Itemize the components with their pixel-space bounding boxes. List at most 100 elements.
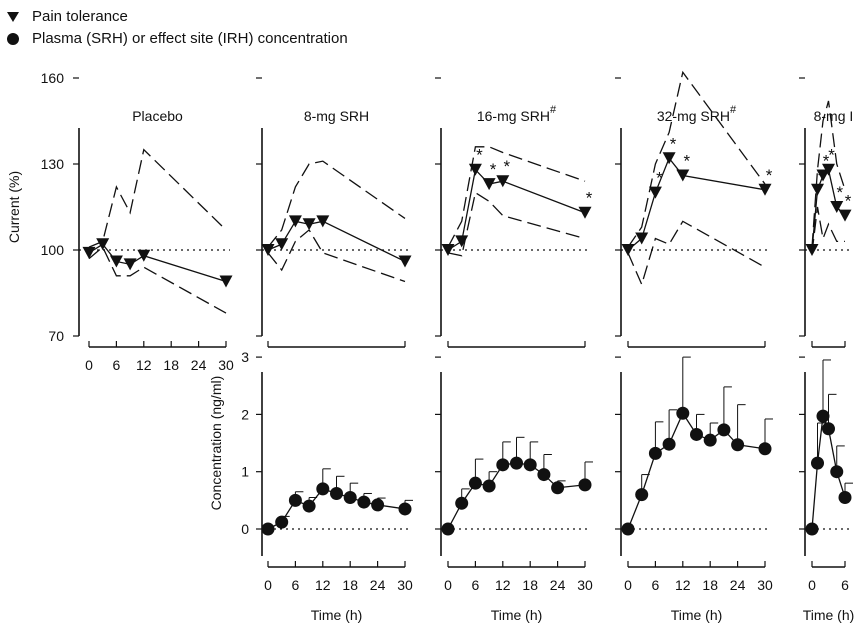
pain-tolerance-point	[82, 246, 96, 259]
pain-lower-bound-line	[811, 206, 845, 253]
concentration-point	[676, 406, 690, 420]
filled-circle-icon	[7, 33, 19, 45]
pain-lower-bound-line	[627, 220, 766, 287]
x-tick-label: 6	[113, 357, 121, 373]
x-tick-label: 6	[472, 577, 480, 593]
y-tick-label: 100	[41, 242, 65, 258]
legend-label-pain: Pain tolerance	[32, 8, 128, 25]
x-tick-label: 0	[85, 357, 93, 373]
panel-title-superscript: #	[730, 104, 737, 116]
x-tick-label: 12	[315, 577, 331, 593]
x-tick-label: 24	[191, 357, 207, 373]
pain-tolerance-point	[96, 238, 110, 251]
panel-title: 8-mg SRH	[304, 108, 369, 124]
concentration-point	[717, 423, 731, 437]
x-tick-label: 0	[624, 577, 632, 593]
concentration-point	[662, 437, 676, 451]
concentration-point	[537, 468, 551, 482]
concentration-point	[635, 488, 649, 502]
x-tick-label: 30	[397, 577, 413, 593]
concentration-point	[510, 456, 523, 470]
y-tick-label: 1	[241, 464, 249, 480]
panel-title: 8-mg IR	[814, 108, 854, 124]
x-axis-label: Time (h)	[671, 607, 723, 623]
significance-marker: *	[828, 146, 835, 165]
x-axis-label: Time (h)	[491, 607, 543, 623]
pain-tolerance-point	[109, 255, 123, 268]
pain-tolerance-point	[441, 244, 455, 256]
pain-tolerance-point	[496, 175, 510, 188]
x-axis-label: Time (h)	[311, 607, 363, 623]
concentration-point	[811, 456, 824, 470]
x-tick-label: 24	[370, 577, 386, 593]
pain-lower-bound-line	[447, 191, 586, 257]
concentration-point	[621, 522, 635, 536]
pain-tolerance-point	[261, 244, 275, 256]
pain-tolerance-point	[758, 183, 772, 196]
y-axis-label: Current (%)	[6, 171, 22, 243]
triangle-down-icon	[7, 12, 19, 22]
legend-item-pain: Pain tolerance	[6, 6, 348, 28]
pain-tolerance-point	[838, 209, 852, 222]
concentration-point	[330, 486, 343, 500]
pain-lower-bound-line	[88, 246, 227, 314]
concentration-point	[703, 433, 717, 447]
concentration-point	[690, 427, 703, 441]
y-tick-label: 130	[41, 156, 65, 172]
pain-tolerance-point	[275, 238, 289, 251]
pain-tolerance-point	[635, 232, 649, 245]
significance-marker: *	[823, 151, 830, 170]
concentration-point	[731, 438, 745, 452]
pain-upper-bound-line	[811, 100, 846, 248]
pain-mean-line	[267, 220, 406, 263]
concentration-point	[357, 495, 371, 509]
x-tick-label: 18	[522, 577, 538, 593]
x-tick-label: 18	[342, 577, 358, 593]
concentration-point	[822, 422, 835, 436]
pain-tolerance-point	[398, 255, 412, 268]
y-tick-label: 160	[41, 70, 65, 86]
x-tick-label: 6	[652, 577, 660, 593]
concentration-point	[830, 465, 844, 479]
pain-tolerance-point	[811, 183, 824, 196]
concentration-point	[302, 499, 316, 513]
x-tick-label: 0	[444, 577, 452, 593]
concentration-point	[316, 482, 330, 496]
concentration-point	[371, 498, 385, 512]
concentration-point	[455, 496, 469, 510]
concentration-point	[482, 479, 496, 493]
x-tick-label: 12	[495, 577, 511, 593]
significance-marker: *	[656, 169, 663, 188]
y-tick-label: 0	[241, 521, 249, 537]
concentration-point	[468, 476, 482, 490]
significance-marker: *	[836, 183, 843, 202]
pain-tolerance-point	[816, 169, 830, 182]
x-tick-label: 24	[730, 577, 746, 593]
panel-title: Placebo	[132, 108, 183, 124]
concentration-point	[523, 458, 537, 472]
concentration-line	[447, 462, 586, 530]
pain-tolerance-point	[137, 249, 151, 262]
pain-tolerance-point	[676, 169, 690, 182]
concentration-point	[758, 442, 772, 456]
concentration-point	[648, 446, 662, 460]
pain-tolerance-point	[578, 206, 592, 219]
x-tick-label: 18	[163, 357, 179, 373]
concentration-point	[805, 522, 819, 536]
x-tick-label: 18	[702, 577, 718, 593]
concentration-point	[275, 515, 289, 529]
pain-tolerance-point	[662, 152, 676, 165]
x-tick-label: 30	[577, 577, 593, 593]
x-tick-label: 12	[136, 357, 152, 373]
pain-mean-line	[627, 156, 766, 251]
x-tick-label: 6	[292, 577, 300, 593]
pain-tolerance-point	[123, 258, 137, 271]
concentration-line	[267, 488, 406, 530]
y-tick-label: 70	[48, 328, 64, 344]
legend: Pain tolerance Plasma (SRH) or effect si…	[6, 6, 348, 50]
panel-title-superscript: #	[550, 104, 557, 116]
significance-marker: *	[670, 134, 677, 153]
pain-upper-bound-line	[447, 146, 586, 248]
significance-marker: *	[503, 157, 510, 176]
